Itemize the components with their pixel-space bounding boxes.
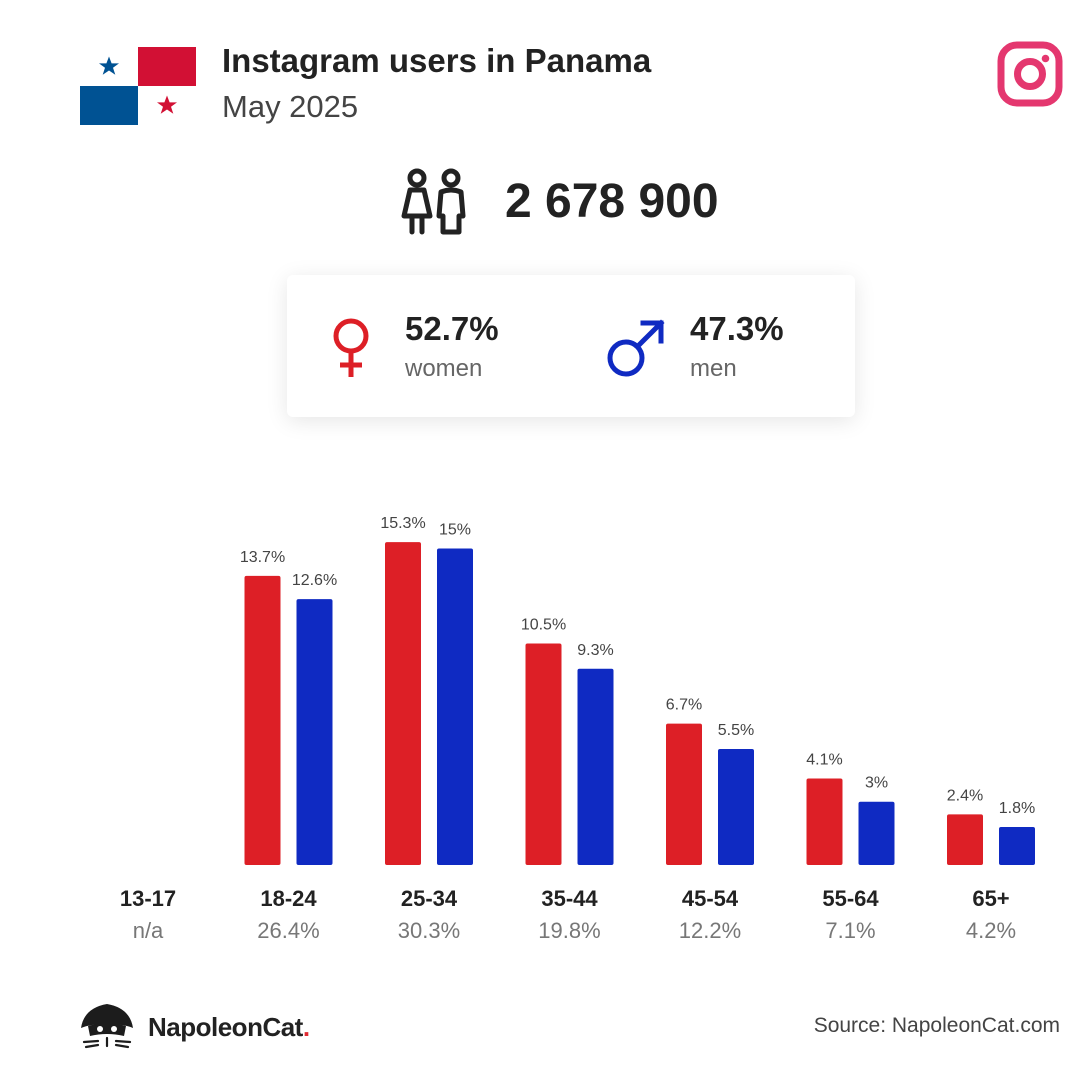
source-credit: Source: NapoleonCat.com xyxy=(813,1014,1060,1037)
bar-women-55-64 xyxy=(806,778,843,865)
panama-flag-icon xyxy=(80,47,196,125)
bar-men-45-54 xyxy=(718,748,754,865)
age-category-total: 4.2% xyxy=(966,918,1016,943)
bar-value-label: 9.3% xyxy=(577,642,613,659)
bar-value-label: 3% xyxy=(865,775,888,792)
bar-value-label: 2.4% xyxy=(947,787,983,804)
bar-men-35-44 xyxy=(577,668,614,865)
bar-women-65+ xyxy=(947,814,983,865)
bar-value-label: 5.5% xyxy=(718,722,754,739)
bar-women-18-24 xyxy=(244,575,281,865)
bar-value-label: 4.1% xyxy=(806,751,842,768)
bar-women-35-44 xyxy=(525,643,562,865)
gender-split-card: 52.7% women 47.3% men xyxy=(287,275,855,417)
age-category-total: 12.2% xyxy=(679,918,741,943)
total-users: 2 678 900 xyxy=(398,166,798,238)
age-category-label: 35-44 xyxy=(541,886,598,911)
women-percentage: 52.7% xyxy=(405,310,499,347)
age-category-label: 55-64 xyxy=(822,886,879,911)
brand-name: NapoleonCat. xyxy=(148,1012,310,1042)
total-users-value: 2 678 900 xyxy=(505,175,719,228)
bar-men-55-64 xyxy=(858,801,895,865)
napoleoncat-brand: NapoleonCat. xyxy=(78,1000,338,1052)
age-category-label: 65+ xyxy=(972,886,1009,911)
age-category-label: 18-24 xyxy=(260,886,317,911)
napoleoncat-logo-icon xyxy=(81,1004,133,1049)
age-category-total: 26.4% xyxy=(257,918,319,943)
bar-value-label: 15% xyxy=(439,522,471,539)
age-gender-bar-chart: 13-17 n/a 13.7% 12.6% 18-24 26.4% 15.3% 15% 25-3… xyxy=(120,515,1035,943)
people-icon xyxy=(401,168,466,235)
female-symbol-icon xyxy=(333,318,369,377)
women-label: women xyxy=(405,355,483,382)
age-category-total: 30.3% xyxy=(398,918,460,943)
bar-value-label: 1.8% xyxy=(999,800,1035,817)
age-category-label: 25-34 xyxy=(401,886,458,911)
bar-men-65+ xyxy=(999,827,1035,865)
age-category-label: 45-54 xyxy=(682,886,739,911)
bar-value-label: 6.7% xyxy=(666,697,702,714)
instagram-icon xyxy=(997,41,1063,107)
bar-men-18-24 xyxy=(296,599,333,865)
bar-women-25-34 xyxy=(385,542,421,865)
age-category-total: n/a xyxy=(133,918,164,943)
age-category-total: 19.8% xyxy=(538,918,600,943)
bar-women-45-54 xyxy=(666,723,702,865)
men-label: men xyxy=(690,355,737,382)
bar-value-label: 15.3% xyxy=(380,515,425,532)
men-percentage: 47.3% xyxy=(690,310,784,347)
bar-value-label: 10.5% xyxy=(521,616,566,633)
bar-value-label: 12.6% xyxy=(292,572,337,589)
male-symbol-icon xyxy=(607,319,665,377)
page-subtitle: May 2025 xyxy=(222,89,359,124)
bar-value-label: 13.7% xyxy=(240,549,285,566)
bar-men-25-34 xyxy=(437,548,473,865)
age-category-total: 7.1% xyxy=(825,918,875,943)
age-category-label: 13-17 xyxy=(120,886,176,911)
page-title: Instagram users in Panama xyxy=(222,42,652,79)
